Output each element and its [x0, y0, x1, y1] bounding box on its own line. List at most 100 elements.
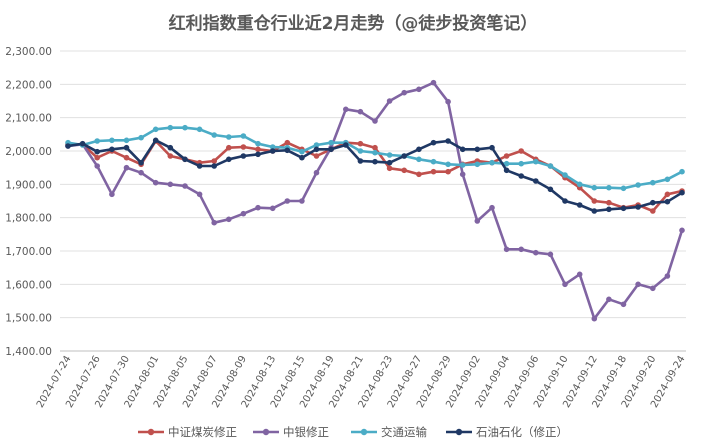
data-point [372, 118, 378, 124]
data-point [167, 144, 174, 151]
data-point [635, 182, 641, 188]
data-point [591, 184, 598, 191]
data-point [211, 158, 217, 164]
data-point [211, 219, 217, 226]
data-point [547, 163, 554, 169]
data-point [79, 140, 86, 147]
data-point [635, 204, 641, 210]
data-point [386, 159, 393, 166]
data-point [196, 126, 203, 133]
legend-marker [147, 428, 155, 436]
series-1 [65, 138, 685, 214]
data-point [94, 138, 100, 144]
data-point [591, 198, 598, 204]
data-point [357, 148, 364, 154]
data-point [167, 181, 174, 188]
data-point [430, 79, 437, 86]
data-point [679, 227, 685, 234]
legend-item: 石油石化（修正） [446, 425, 568, 439]
legend-label: 石油石化（修正） [476, 425, 568, 439]
data-point [416, 86, 422, 93]
data-point [664, 176, 671, 183]
data-point [533, 178, 539, 184]
data-point [430, 168, 437, 175]
series-3 [65, 124, 685, 192]
data-point [606, 199, 612, 206]
y-tick-label: 1,900.00 [5, 179, 52, 191]
y-tick-label: 1,500.00 [5, 313, 52, 325]
data-point [255, 140, 261, 147]
data-point [255, 204, 261, 211]
data-point [182, 156, 188, 163]
data-point [328, 139, 334, 146]
data-point [167, 124, 174, 131]
data-point [123, 164, 130, 171]
data-point [65, 143, 71, 149]
data-point [284, 147, 291, 154]
data-point [518, 160, 524, 167]
data-point [576, 271, 583, 278]
data-point [459, 162, 466, 168]
data-point [372, 158, 378, 165]
data-point [430, 158, 437, 165]
data-point [430, 139, 437, 146]
data-point [620, 185, 627, 192]
legend-marker [360, 428, 368, 436]
data-point [123, 137, 130, 144]
data-point [591, 208, 598, 214]
data-point [518, 246, 524, 253]
data-point [255, 146, 261, 153]
legend-label: 交通运输 [381, 425, 427, 439]
data-point [606, 296, 612, 303]
series-lines [65, 79, 685, 322]
data-point [167, 153, 174, 159]
data-point [416, 146, 422, 153]
data-point [240, 144, 247, 150]
data-point [679, 168, 685, 175]
chart-title: 红利指数重仓行业近2月走势（@徒步投资笔记） [169, 13, 538, 34]
y-tick-label: 2,200.00 [5, 79, 52, 91]
data-point [576, 202, 583, 208]
data-point [386, 152, 393, 158]
data-point [606, 206, 612, 213]
data-point [94, 154, 100, 161]
data-point [313, 153, 320, 159]
data-point [620, 205, 627, 212]
data-point [284, 139, 291, 146]
legend-item: 中银修正 [253, 425, 329, 439]
data-point [445, 168, 451, 175]
data-point [269, 148, 276, 154]
data-point [445, 161, 451, 168]
data-point [109, 146, 115, 153]
data-point [152, 179, 159, 186]
legend-label: 中银修正 [283, 425, 329, 439]
data-point [562, 172, 568, 178]
data-point [211, 163, 217, 169]
data-point [416, 171, 422, 178]
data-point [547, 251, 554, 258]
data-point [182, 124, 188, 131]
data-point [401, 153, 408, 159]
data-point [474, 218, 481, 224]
data-point [372, 149, 378, 156]
y-tick-label: 2,000.00 [5, 146, 52, 158]
data-point [386, 165, 393, 172]
data-point [357, 140, 364, 147]
data-point [416, 156, 422, 163]
y-axis-tick-labels: 1,400.00 1,500.00 1,600.00 1,700.00 1,800.00… [5, 46, 52, 358]
data-point [269, 205, 276, 212]
data-point [459, 146, 466, 153]
y-tick-label: 1,700.00 [5, 246, 52, 258]
data-point [650, 208, 656, 214]
data-point [620, 301, 627, 308]
data-point [138, 169, 144, 176]
data-point [152, 126, 159, 133]
data-point [343, 106, 349, 113]
data-point [299, 198, 305, 204]
data-point [489, 159, 495, 166]
data-point [635, 281, 641, 288]
data-point [343, 142, 349, 148]
legend-marker [262, 428, 270, 436]
